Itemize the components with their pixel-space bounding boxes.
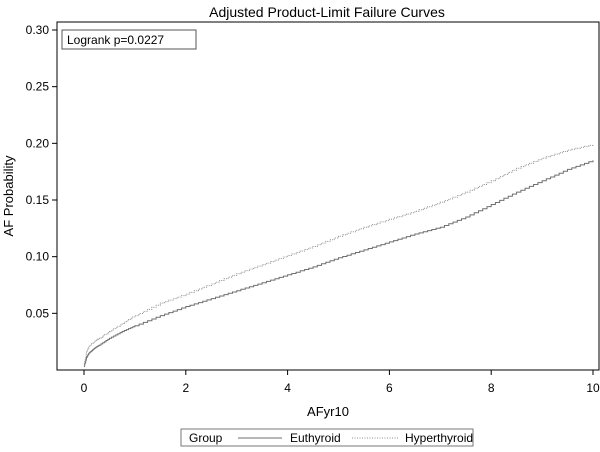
chart-title: Adjusted Product-Limit Failure Curves: [209, 4, 445, 20]
y-tick-label: 0.25: [26, 80, 50, 94]
x-axis: 0 2 4 6 8 10: [81, 370, 600, 395]
x-axis-label: AFyr10: [307, 404, 349, 419]
plot-frame: [56, 21, 600, 371]
x-tick-label: 10: [586, 381, 600, 395]
y-axis-label: AF Probability: [1, 155, 16, 236]
legend-label-euthyroid: Euthyroid: [290, 431, 341, 445]
x-tick-label: 6: [386, 381, 393, 395]
series-line-euthyroid: [83, 160, 594, 368]
series-line-hyperthyroid: [83, 144, 594, 366]
annotation-text: Logrank p=0.0227: [67, 33, 164, 47]
legend-title: Group: [189, 431, 223, 445]
y-tick-label: 0.20: [26, 136, 50, 150]
x-tick-label: 0: [81, 381, 88, 395]
annotation-box: [61, 29, 197, 50]
x-tick-label: 8: [488, 381, 495, 395]
x-tick-label: 2: [182, 381, 189, 395]
y-tick-label: 0.10: [26, 250, 50, 264]
y-tick-label: 0.15: [26, 193, 50, 207]
legend-box: [180, 428, 474, 447]
y-tick-label: 0.30: [26, 23, 50, 37]
legend-label-hyperthyroid: Hyperthyroid: [405, 431, 473, 445]
x-tick-label: 4: [284, 381, 291, 395]
y-tick-label: 0.05: [26, 306, 50, 320]
y-axis: 0.05 0.10 0.15 0.20 0.25 0.30: [26, 23, 57, 320]
logrank-annotation: Logrank p=0.0227: [61, 29, 197, 50]
series-layer: [83, 144, 594, 368]
legend: Group Euthyroid Hyperthyroid: [180, 428, 474, 447]
